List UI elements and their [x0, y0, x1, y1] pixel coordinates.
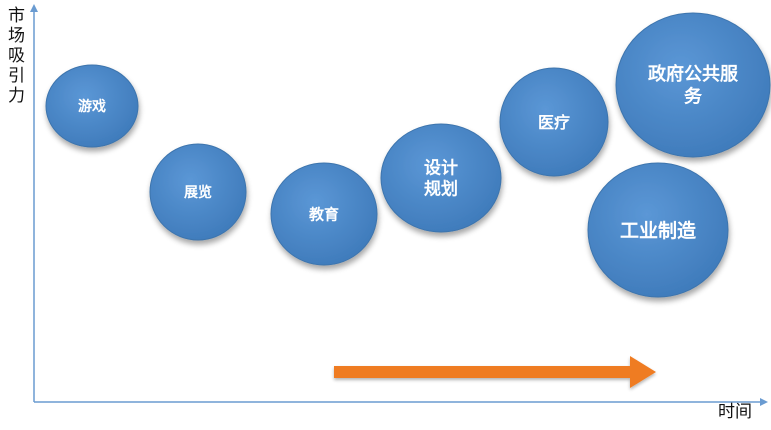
bubble-exhibition: 展览: [149, 143, 247, 241]
bubble-industrial-manufacturing: 工业制造: [587, 162, 729, 298]
bubble-shape: [270, 162, 378, 266]
x-axis-label: 时间: [718, 402, 752, 422]
bubble-label: 展览: [184, 184, 212, 201]
y-axis-arrowhead: [30, 4, 38, 12]
bubble-label: 务: [684, 86, 703, 108]
bubble-label: 游戏: [78, 98, 106, 115]
bubble-label: 规划: [424, 179, 458, 200]
bubble-label: 医疗: [538, 113, 570, 132]
bubble-label: 政府公共服: [648, 63, 739, 85]
bubble-label: 教育: [308, 205, 339, 223]
bubble-games: 游戏: [45, 64, 139, 148]
bubble-medical: 医疗: [499, 67, 609, 177]
bubble-label: 工业制造: [620, 219, 697, 242]
y-axis-label: 市场吸引力: [8, 6, 25, 106]
bubble-shape: [615, 12, 771, 158]
bubble-shape: [149, 143, 247, 241]
axes: [30, 4, 768, 406]
bubble-shape: [45, 64, 139, 148]
x-axis-arrowhead: [760, 398, 768, 406]
bubble-shape: [587, 162, 729, 298]
bubble-shape: [499, 67, 609, 177]
time-trend-arrow: [334, 356, 656, 388]
bubble-label: 设计: [424, 157, 458, 178]
bubble-shape: [380, 123, 502, 233]
bubble-education: 教育: [270, 162, 378, 266]
trend-arrow: [334, 356, 656, 388]
